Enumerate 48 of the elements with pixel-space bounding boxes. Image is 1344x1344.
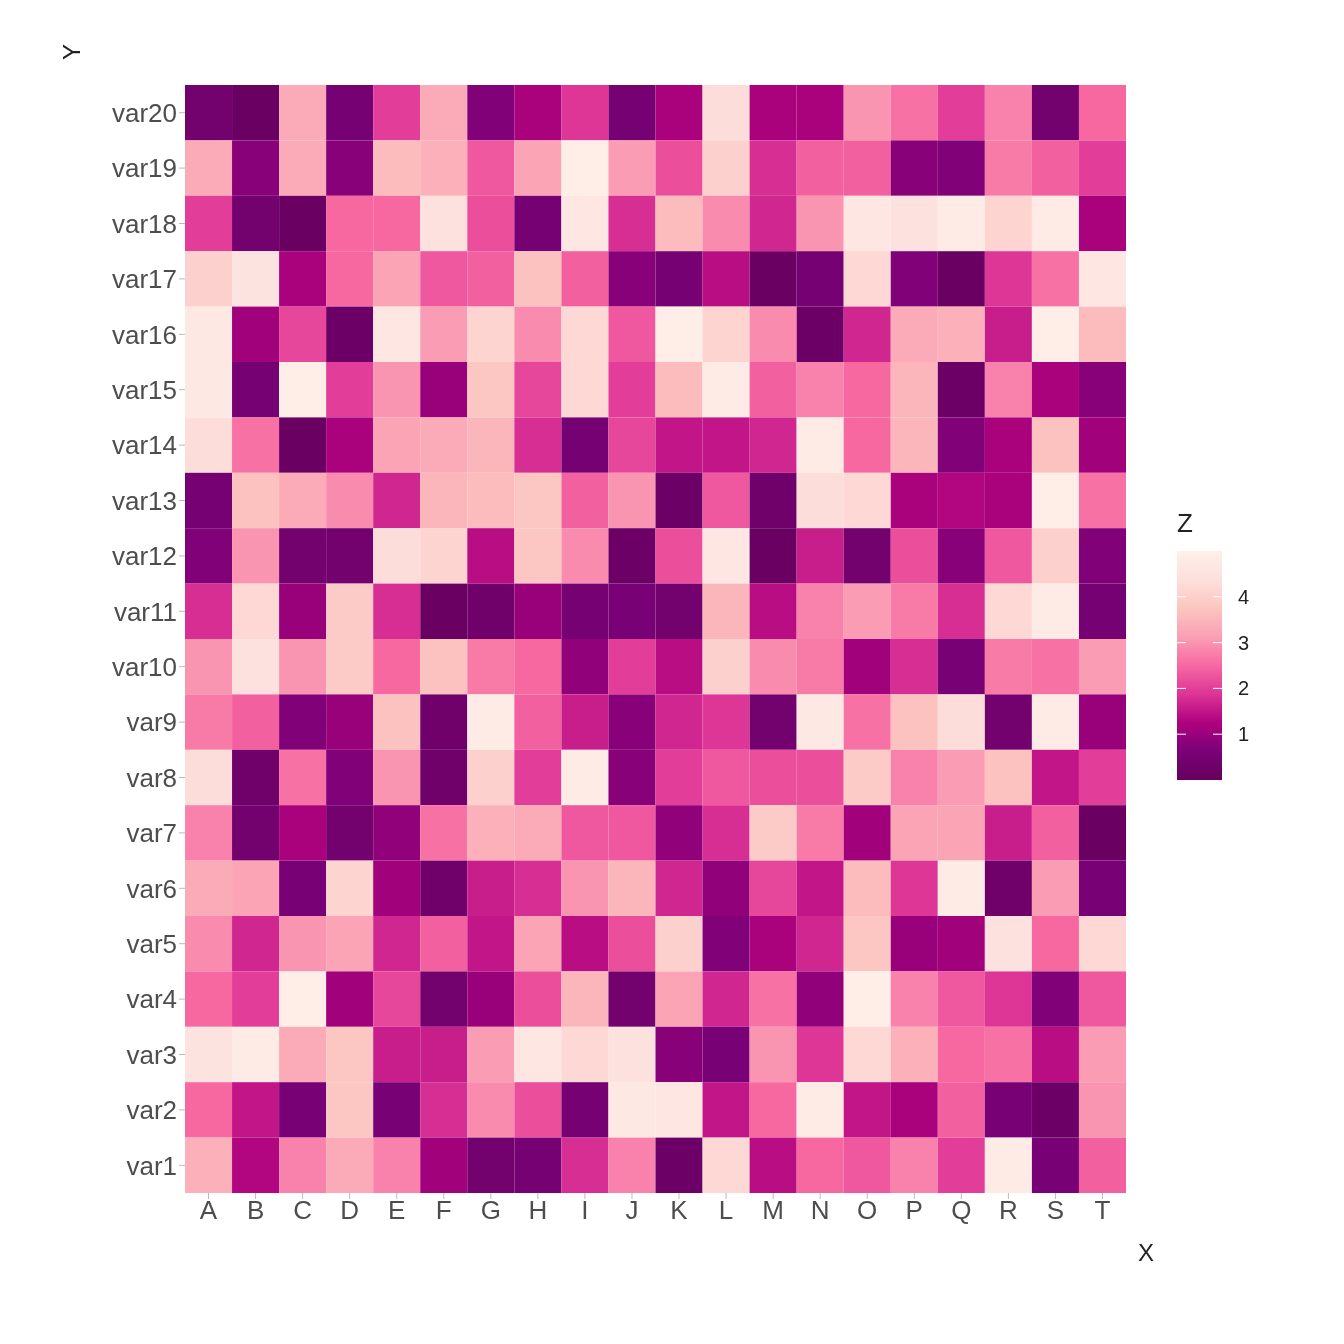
y-tick-label: var4 — [126, 984, 177, 1015]
color-bar-label: 3 — [1238, 631, 1250, 654]
x-tick-label: A — [199, 1195, 218, 1226]
x-tick-label: T — [1094, 1195, 1111, 1226]
y-tick-label: var17 — [111, 264, 177, 295]
y-tick-label: var11 — [113, 596, 177, 627]
color-bar-label: 1 — [1238, 723, 1250, 746]
x-tick-label: S — [1046, 1195, 1065, 1226]
colour-bar: Z 1 2 3 4 — [1177, 508, 1297, 786]
x-tick-label: B — [246, 1195, 265, 1226]
x-tick-label: K — [670, 1195, 689, 1226]
x-tick-label: P — [905, 1195, 923, 1226]
y-tick-label: var3 — [126, 1039, 177, 1070]
x-tick-label: Q — [951, 1195, 972, 1226]
y-tick-label: var19 — [111, 153, 177, 184]
y-tick-label: var12 — [111, 541, 177, 572]
x-tick-label: C — [293, 1195, 313, 1226]
y-tick-label: var2 — [126, 1095, 177, 1126]
x-tick-label: R — [998, 1195, 1018, 1226]
x-tick-label: G — [480, 1195, 501, 1226]
x-tick-label: I — [581, 1195, 589, 1226]
x-tick-label: N — [810, 1195, 830, 1226]
x-axis-title: X — [1137, 1239, 1154, 1266]
y-tick-label: var20 — [111, 97, 177, 128]
x-tick-label: O — [857, 1195, 878, 1226]
y-tick-label: var13 — [111, 485, 177, 516]
x-tick-label: F — [435, 1195, 452, 1226]
y-tick-label: var8 — [126, 762, 177, 793]
y-tick-label: var9 — [126, 707, 177, 738]
y-tick-label: var6 — [126, 873, 177, 904]
y-tick-label: var10 — [111, 651, 177, 682]
y-tick-label: var5 — [126, 928, 177, 959]
x-tick-label: D — [340, 1195, 360, 1226]
x-tick-label: M — [762, 1195, 784, 1226]
y-tick-label: var18 — [111, 208, 177, 239]
x-tick-label: L — [718, 1195, 734, 1226]
color-bar-label: 2 — [1238, 677, 1250, 700]
y-axis-title: Y — [58, 43, 86, 60]
color-bar-label: 4 — [1238, 585, 1250, 608]
color-bar-title: Z — [1177, 508, 1194, 539]
x-tick-label: H — [528, 1195, 548, 1226]
y-tick-label: var7 — [126, 818, 177, 849]
y-tick-label: var16 — [111, 319, 177, 350]
y-tick-label: var15 — [111, 374, 177, 405]
y-tick-label: var1 — [126, 1150, 177, 1181]
x-tick-label: E — [388, 1195, 406, 1226]
x-tick-label: J — [625, 1195, 639, 1226]
y-tick-label: var14 — [111, 430, 177, 461]
